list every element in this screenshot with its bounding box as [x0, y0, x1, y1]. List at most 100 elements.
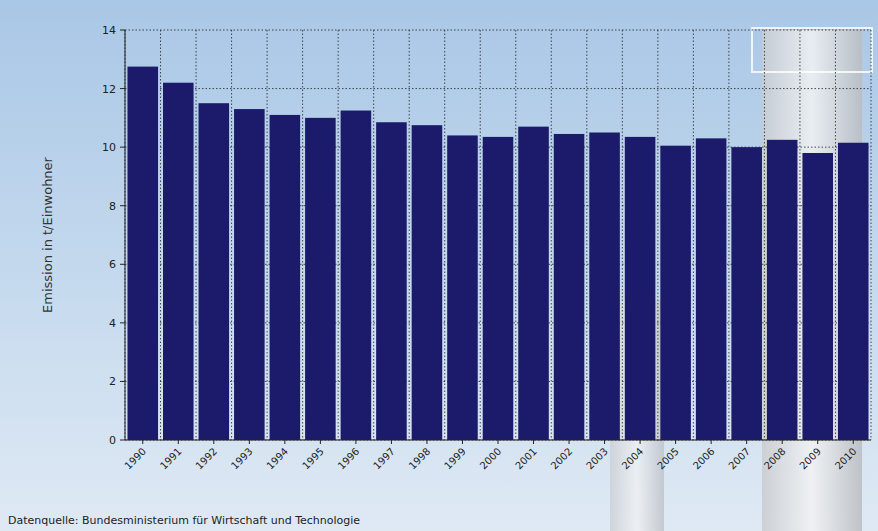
grid-line-vertical — [338, 30, 339, 440]
y-tick-label: 14 — [102, 24, 116, 37]
x-tick — [640, 440, 641, 444]
x-tick-label: 1999 — [442, 446, 468, 472]
y-tick — [120, 322, 125, 323]
x-tick — [817, 440, 818, 444]
x-tick — [533, 440, 534, 444]
bar — [199, 103, 230, 440]
grid-line-vertical — [231, 30, 232, 440]
x-tick-label: 1991 — [158, 446, 184, 472]
bar — [660, 146, 691, 440]
x-tick-label: 1994 — [264, 446, 290, 472]
tower-railing — [752, 28, 872, 72]
x-tick — [320, 440, 321, 444]
x-tick-label: 2008 — [762, 446, 788, 472]
y-tick-label: 6 — [109, 258, 116, 271]
source: Datenquelle: Bundesministerium für Wirts… — [8, 514, 360, 527]
grid-line-vertical — [267, 30, 268, 440]
y-tick — [120, 264, 125, 265]
x-tick-label: 2004 — [620, 446, 646, 472]
y-tick — [120, 381, 125, 382]
y-tick — [120, 88, 125, 89]
x-tick-label: 2003 — [584, 446, 610, 472]
bar — [127, 67, 158, 440]
grid-line-vertical — [196, 30, 197, 440]
bars — [127, 67, 868, 440]
bar — [483, 137, 514, 440]
y-tick-label: 12 — [102, 83, 116, 96]
x-tick — [853, 440, 854, 444]
x-tick — [604, 440, 605, 444]
bar — [518, 127, 549, 440]
bar — [838, 143, 869, 440]
background — [0, 0, 878, 531]
grid-line-vertical — [373, 30, 374, 440]
x-tick — [249, 440, 250, 444]
grid-line — [125, 88, 871, 89]
x-tick — [284, 440, 285, 444]
x-tick — [391, 440, 392, 444]
grid-line-vertical — [125, 30, 126, 440]
grid-line-vertical — [728, 30, 729, 440]
y-tick — [120, 205, 125, 206]
y-tick-label: 4 — [109, 317, 116, 330]
x-tick-label: 2010 — [833, 446, 859, 472]
x-tick-label: 2006 — [691, 446, 717, 472]
chart: 0246810121419901991199219931994199519961… — [0, 0, 878, 531]
x-tick — [711, 440, 712, 444]
grid-line-vertical — [444, 30, 445, 440]
x-tick — [498, 440, 499, 444]
bar — [731, 147, 762, 440]
bar — [447, 135, 478, 440]
grid-line-vertical — [622, 30, 623, 440]
bar — [341, 111, 372, 440]
grid-line — [125, 30, 871, 31]
bar — [412, 125, 443, 440]
y-tick — [120, 147, 125, 148]
x-tick-label: 1998 — [407, 446, 433, 472]
bar — [696, 138, 727, 440]
bar — [376, 122, 407, 440]
x-tick-label: 2001 — [513, 446, 539, 472]
x-tick-label: 1992 — [193, 446, 219, 472]
grid-line-vertical — [551, 30, 552, 440]
x-tick — [355, 440, 356, 444]
y-tick-label: 8 — [109, 200, 116, 213]
bar — [589, 133, 620, 441]
x-tick — [142, 440, 143, 444]
x-tick-label: 1996 — [336, 446, 362, 472]
bar — [625, 137, 656, 440]
grid-line-vertical — [835, 30, 836, 440]
x-tick-label: 2000 — [478, 446, 504, 472]
x-tick — [569, 440, 570, 444]
grid-line-vertical — [480, 30, 481, 440]
x-tick — [746, 440, 747, 444]
x-tick-label: 1997 — [371, 446, 397, 472]
x-tick-label: 2009 — [797, 446, 823, 472]
bar — [163, 83, 194, 440]
x-tick — [675, 440, 676, 444]
x-tick — [462, 440, 463, 444]
grid-line-vertical — [799, 30, 800, 440]
x-tick-label: 2002 — [549, 446, 575, 472]
bar — [234, 109, 265, 440]
grid-line-vertical — [586, 30, 587, 440]
x-tick-label: 2005 — [655, 446, 681, 472]
x-tick — [178, 440, 179, 444]
grid-line-vertical — [409, 30, 410, 440]
grid-line-vertical — [871, 30, 872, 440]
bar — [554, 134, 585, 440]
x-tick-label: 1995 — [300, 446, 326, 472]
x-tick-label: 2007 — [726, 446, 752, 472]
y-tick — [120, 440, 125, 441]
x-tick-label: 1990 — [122, 446, 148, 472]
grid-line-vertical — [764, 30, 765, 440]
bar — [767, 140, 798, 440]
x-tick — [426, 440, 427, 444]
grid-line-vertical — [515, 30, 516, 440]
y-tick-label: 2 — [109, 375, 116, 388]
y-axis-title: Emission in t/Einwohner — [40, 156, 55, 313]
y-tick-label: 10 — [102, 141, 116, 154]
grid-line-vertical — [693, 30, 694, 440]
grid-line-vertical — [302, 30, 303, 440]
y-axis — [125, 30, 126, 440]
